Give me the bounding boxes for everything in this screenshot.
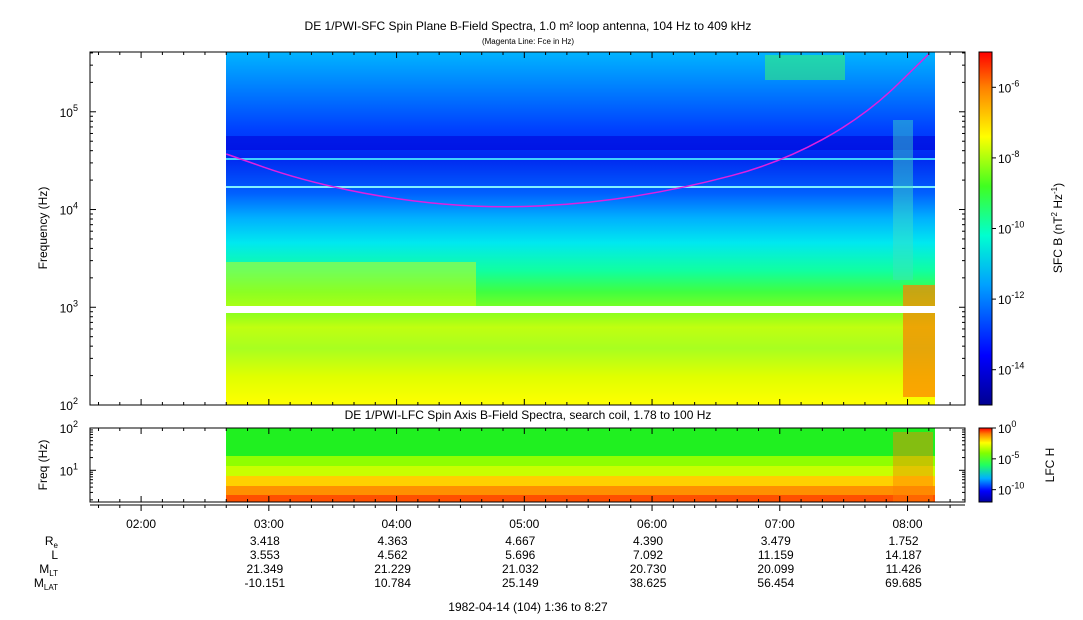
- lfc-spectrogram-panel: 101 102 Freq (Hz): [36, 419, 966, 503]
- sfc-cb-tick-label: 10-8: [998, 149, 1019, 166]
- bottom-chart-title: DE 1/PWI-LFC Spin Axis B-Field Spectra, …: [345, 408, 712, 422]
- sfc-dark-band: [226, 136, 935, 150]
- lfc-colorbar-ticks: 100 10-5 10-10: [992, 419, 1024, 498]
- sfc-plot-frame: [89, 51, 966, 406]
- ephemeris-row-label: MLT: [39, 562, 58, 578]
- lfc-band-3: [226, 466, 935, 476]
- ephemeris-value: 4.363: [378, 534, 408, 548]
- lfc-colorbar-label: LFC H: [1043, 448, 1057, 483]
- ephemeris-value: 3.418: [250, 534, 280, 548]
- ephemeris-value: 3.553: [250, 548, 280, 562]
- top-chart-title: DE 1/PWI-SFC Spin Plane B-Field Spectra,…: [305, 19, 752, 33]
- sfc-highfreq-burst: [893, 120, 913, 280]
- lfc-cb-tick-label: 10-5: [998, 450, 1019, 467]
- lfc-cb-tick-label: 10-10: [998, 481, 1024, 498]
- sfc-cb-label-mid: Hz: [1051, 194, 1065, 212]
- time-tick-label: 04:00: [382, 517, 412, 531]
- ephemeris-value: 14.187: [885, 548, 922, 562]
- sfc-cb-tick-label: 10-14: [998, 361, 1024, 378]
- sfc-colorbar-label: SFC B (nT2 Hz-1): [1050, 183, 1065, 273]
- ephemeris-row-label: Re: [45, 534, 59, 550]
- lfc-burst: [893, 432, 933, 502]
- fce-magenta-line: [226, 53, 930, 208]
- ephemeris-value: 11.159: [758, 548, 794, 562]
- lfc-plot-frame: [89, 427, 966, 503]
- ephemeris-value: -10.151: [244, 576, 285, 590]
- sfc-cb-label-sup2: -1: [1050, 186, 1059, 194]
- ephemeris-value: 20.730: [630, 562, 667, 576]
- time-tick-label: 05:00: [509, 517, 539, 531]
- sfc-y-axis-label: Frequency (Hz): [36, 187, 50, 270]
- sfc-cb-label-end: ): [1051, 183, 1065, 187]
- ephemeris-value: 7.092: [633, 548, 663, 562]
- lfc-y-tick-label: 101: [60, 461, 78, 478]
- sfc-emission-burst: [226, 262, 476, 306]
- sfc-colorbar-gradient: [978, 51, 993, 406]
- sfc-lowfreq-burst: [903, 285, 935, 397]
- ephemeris-value: 20.099: [757, 562, 794, 576]
- time-axis: 02:00 03:00 04:00 05:00 06:00 07:00 08:00: [90, 52, 965, 531]
- sfc-cb-label-sup1: 2: [1050, 211, 1059, 216]
- ephemeris-value: 38.625: [630, 576, 667, 590]
- ephemeris-value: 69.685: [885, 576, 922, 590]
- sfc-cyan-line-2: [226, 186, 935, 188]
- sfc-y-tick-label: 105: [60, 103, 78, 120]
- sfc-colorbar-ticks: 10-6 10-8 10-10 10-12 10-14: [992, 78, 1024, 378]
- ephemeris-value: 10.784: [374, 576, 411, 590]
- sfc-cb-label-main: SFC B (nT: [1051, 216, 1065, 273]
- time-tick-label: 02:00: [126, 517, 156, 531]
- ephemeris-value: 1.752: [889, 534, 919, 548]
- time-tick-label: 03:00: [254, 517, 284, 531]
- sfc-spectrogram-panel: 102 103 104 105 Frequency (Hz): [36, 51, 966, 413]
- top-chart-subtitle: (Magenta Line: Fce in Hz): [482, 37, 574, 46]
- ephemeris-value: 4.390: [633, 534, 663, 548]
- time-tick-label: 06:00: [637, 517, 667, 531]
- sfc-colorbar: 10-6 10-8 10-10 10-12 10-14 SFC B (nT2 Hz-1): [978, 51, 1065, 406]
- lfc-band-5: [226, 486, 935, 495]
- time-tick-label: 08:00: [893, 517, 923, 531]
- ephemeris-value: 4.562: [378, 548, 408, 562]
- sfc-y-axis: 102 103 104 105: [60, 52, 965, 413]
- lfc-y-axis-label: Freq (Hz): [36, 440, 50, 491]
- lfc-y-tick-label: 102: [60, 419, 78, 436]
- ephemeris-value: 25.149: [502, 576, 539, 590]
- lfc-y-axis: 101 102: [60, 419, 965, 501]
- sfc-cb-tick-label: 10-12: [998, 290, 1024, 307]
- sfc-y-tick-label: 104: [60, 201, 78, 218]
- ephemeris-value: 21.349: [246, 562, 283, 576]
- sfc-cb-tick-label: 10-10: [998, 220, 1024, 237]
- ephemeris-row-label: MLAT: [34, 576, 58, 592]
- ephemeris-value: 11.426: [886, 562, 922, 576]
- sfc-morning-burst: [765, 55, 845, 80]
- sfc-y-tick-label: 102: [60, 396, 78, 413]
- time-range-footer: 1982-04-14 (104) 1:36 to 8:27: [448, 600, 608, 614]
- lfc-band-1: [226, 428, 935, 456]
- ephemeris-value: 4.667: [505, 534, 535, 548]
- ephemeris-row-label: L: [51, 548, 58, 562]
- sfc-gap-band: [226, 306, 935, 313]
- lfc-band-6: [226, 495, 935, 502]
- sfc-spectrogram-image: [226, 52, 935, 405]
- lfc-band-2: [226, 456, 935, 466]
- time-tick-label: 07:00: [765, 517, 795, 531]
- ephemeris-value: 21.032: [502, 562, 539, 576]
- lfc-colorbar-gradient: [978, 427, 993, 503]
- sfc-cb-tick-label: 10-6: [998, 78, 1019, 95]
- lfc-band-4: [226, 476, 935, 486]
- sfc-y-tick-label: 103: [60, 298, 78, 315]
- lfc-cb-tick-label: 100: [998, 419, 1016, 436]
- sfc-cyan-line-1: [226, 158, 935, 160]
- ephemeris-table: Re 3.418 4.363 4.667 4.390 3.479 1.752 L 3.553 4.…: [34, 534, 922, 592]
- ephemeris-value: 5.696: [505, 548, 535, 562]
- ephemeris-value: 56.454: [757, 576, 794, 590]
- lfc-colorbar: 100 10-5 10-10 LFC H: [978, 419, 1057, 503]
- ephemeris-value: 3.479: [761, 534, 791, 548]
- ephemeris-value: 21.229: [374, 562, 411, 576]
